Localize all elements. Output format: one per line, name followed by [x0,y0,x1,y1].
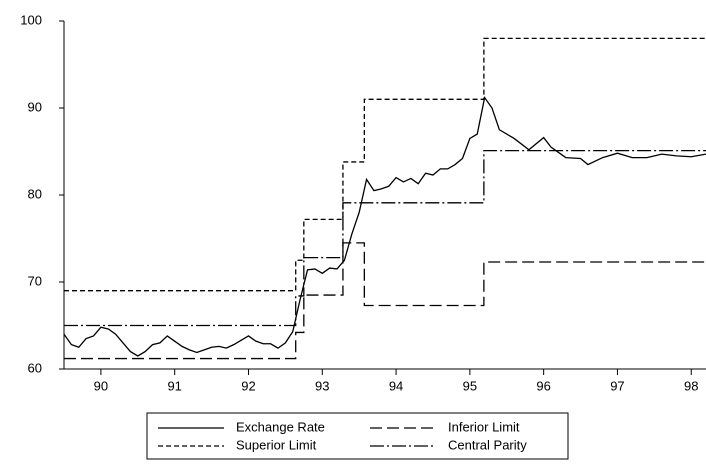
x-tick-label: 95 [463,378,477,393]
legend-label: Inferior Limit [448,419,520,434]
legend-label: Central Parity [448,437,527,452]
y-tick-label: 60 [28,360,42,375]
y-tick-label: 80 [28,186,42,201]
x-tick-label: 98 [684,378,698,393]
y-tick-label: 90 [28,99,42,114]
x-tick-label: 93 [315,378,329,393]
x-tick-label: 94 [389,378,403,393]
series-line [64,242,706,360]
legend-box [146,412,569,460]
series-line [63,95,706,357]
series-line [64,149,706,327]
series-line [64,37,706,292]
x-tick-label: 92 [241,378,255,393]
legend-label: Superior Limit [236,437,317,452]
x-tick-label: 97 [610,378,624,393]
x-tick-label: 90 [94,378,108,393]
legend-label: Exchange Rate [236,419,325,434]
x-tick-label: 96 [536,378,550,393]
y-tick-label: 70 [28,273,42,288]
y-tick-label: 100 [20,12,42,27]
x-tick-label: 91 [167,378,181,393]
